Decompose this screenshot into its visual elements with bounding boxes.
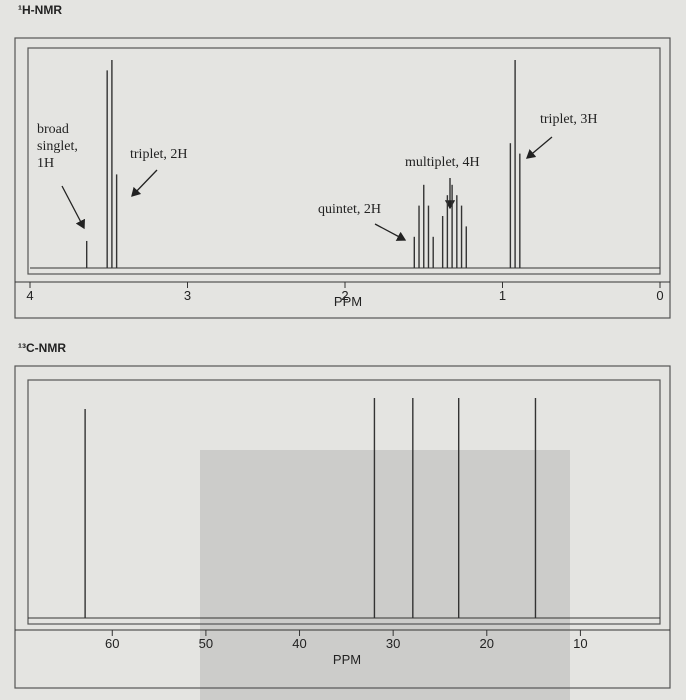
chart-title: ¹³C-NMR (18, 341, 66, 355)
x-axis-label: PPM (334, 294, 362, 309)
arrow (61, 185, 85, 230)
x-tick-label: 10 (573, 636, 587, 651)
arrows (61, 136, 553, 241)
x-tick-label: 3 (184, 288, 191, 303)
annotation: triplet, 3H (540, 112, 598, 127)
shadow (200, 450, 570, 700)
annotation: triplet, 2H (130, 147, 188, 162)
x-tick-label: 1 (499, 288, 506, 303)
frame-inner (27, 379, 661, 625)
arrow (131, 169, 158, 197)
annotation: quintet, 2H (318, 202, 381, 217)
annotation: 1H (37, 156, 54, 171)
x-tick-label: 50 (199, 636, 213, 651)
x-tick-label: 0 (656, 288, 663, 303)
frame-outer (14, 37, 671, 319)
x-tick-label: 60 (105, 636, 119, 651)
chart-title: ¹H-NMR (18, 3, 62, 17)
x-tick-label: 30 (386, 636, 400, 651)
frame-outer (14, 365, 671, 689)
arrow (374, 223, 407, 241)
x-tick-label: 4 (26, 288, 33, 303)
annotation: broad (37, 122, 69, 137)
x-axis-label: PPM (333, 652, 361, 667)
x-tick-label: 2 (341, 288, 348, 303)
frame-inner (27, 47, 661, 275)
annotation: singlet, (37, 139, 78, 154)
arrow (526, 136, 553, 159)
x-tick-label: 40 (292, 636, 306, 651)
x-tick-label: 20 (480, 636, 494, 651)
annotation: multiplet, 4H (405, 155, 480, 170)
